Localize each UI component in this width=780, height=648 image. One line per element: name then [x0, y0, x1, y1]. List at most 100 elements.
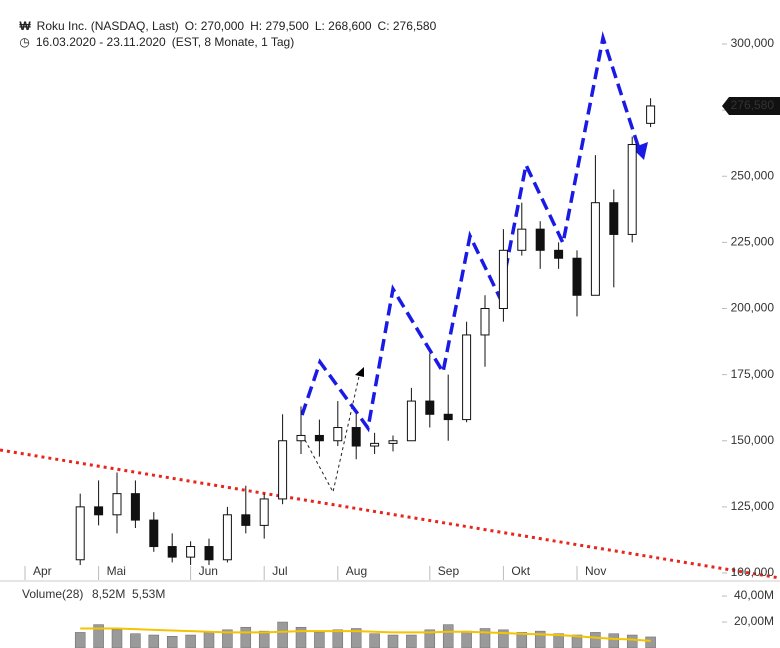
ohlc-high: H: 279,500: [250, 19, 309, 33]
candle-body: [278, 440, 288, 500]
candle-body: [590, 202, 600, 296]
x-tick-label: Jun: [199, 564, 218, 578]
volume-bar: [185, 634, 196, 648]
ohlc-open: O: 270,000: [184, 19, 245, 33]
volume-title: Volume(28): [22, 587, 83, 601]
x-tick-label: Apr: [33, 564, 52, 578]
volume-bar: [424, 629, 436, 648]
y-tick-label: 200,000: [731, 301, 775, 315]
candle-body: [572, 257, 582, 296]
volume-bar: [166, 636, 178, 648]
candle-body: [462, 334, 472, 421]
volume-bar: [590, 632, 601, 648]
volume-bar: [314, 632, 325, 648]
candle-body: [554, 249, 564, 259]
legend-volume: 8,52M: [92, 587, 125, 601]
volume-bar: [461, 630, 472, 648]
y-tick-label: 100,000: [731, 565, 775, 579]
volume-bar: [148, 634, 160, 648]
volume-bar: [406, 634, 417, 648]
symbol-title: Roku Inc. (NASDAQ, Last): [36, 19, 179, 33]
ohlc-close: C: 276,580: [377, 19, 437, 33]
volume-bar: [553, 633, 564, 648]
trend-line: [0, 448, 780, 580]
y-tick-label: 125,000: [731, 499, 775, 513]
candle-body: [406, 400, 416, 442]
zigzag-projection: [300, 31, 642, 433]
y-tick-label: 150,000: [731, 433, 775, 447]
volume-bar: [645, 636, 656, 648]
candle-body: [425, 400, 435, 415]
header-line: ◷ 16.03.2020 - 23.11.2020 (EST, 8 Monate, …: [6, 21, 300, 63]
candle-body: [333, 427, 343, 442]
volume-bar: [277, 621, 288, 648]
candle-body: [241, 514, 251, 526]
candle-body: [498, 249, 508, 310]
candle-body: [627, 144, 637, 235]
volume-average-line: [80, 627, 651, 642]
y-tick-label: 20,00M: [734, 614, 774, 628]
volume-bar: [387, 634, 399, 648]
volume-bar: [111, 629, 123, 648]
volume-bar: [332, 629, 344, 648]
y-tick-label: 300,000: [731, 36, 775, 50]
volume-bar: [74, 632, 86, 648]
volume-bar: [534, 630, 546, 648]
candle-body: [517, 228, 527, 251]
y-tick-label: 40,00M: [734, 588, 774, 602]
candle-body: [480, 308, 490, 336]
sketch-arrow: [355, 367, 364, 377]
date-range: 16.03.2020 - 23.11.2020: [35, 35, 166, 49]
x-tick-label: Okt: [511, 564, 530, 578]
candle-body: [259, 498, 269, 526]
range-info: (EST, 8 Monate, 1 Tag): [171, 35, 295, 49]
candle-body: [130, 493, 140, 521]
candle-body: [388, 440, 398, 444]
x-tick-label: Jul: [272, 564, 287, 578]
y-tick-label: 225,000: [731, 235, 775, 249]
last-price-tag: [722, 96, 780, 115]
x-tick-label: Mai: [107, 564, 126, 578]
candle-body: [186, 546, 196, 558]
volume-bar: [130, 633, 141, 648]
volume-bar: [571, 634, 583, 648]
candle-body: [167, 546, 177, 558]
y-tick-label: 250,000: [731, 168, 775, 182]
x-tick-label: Aug: [346, 564, 367, 578]
volume-bar: [222, 629, 233, 648]
candle-body: [296, 434, 306, 442]
icon: ₩: [19, 19, 31, 33]
candle-body: [75, 506, 85, 561]
volume-bar: [258, 630, 270, 648]
last-price-label: 276,580: [731, 98, 775, 112]
y-tick-label: 175,000: [731, 367, 775, 381]
clock-icon: ◷: [19, 35, 30, 49]
legend-average: 5,53M: [132, 587, 165, 601]
volume-bar: [240, 626, 252, 648]
candle-body: [609, 202, 619, 235]
volume-bar: [369, 633, 380, 648]
candle-body: [646, 105, 656, 124]
candle-body: [535, 228, 545, 251]
volume-bar: [442, 624, 454, 648]
candle-body: [204, 546, 214, 561]
ohlc-low: L: 268,600: [314, 19, 372, 33]
candle-body: [112, 493, 122, 516]
candle-body: [351, 427, 361, 447]
candle-body: [370, 442, 380, 447]
candle-body: [94, 506, 104, 516]
volume-bar: [498, 629, 509, 648]
header-line: ₩ Roku Inc. (NASDAQ, Last) O: 270,000 H: 27…: [6, 5, 442, 47]
x-tick-label: Sep: [438, 564, 460, 578]
candle-body: [222, 514, 232, 561]
volume-bar: [608, 633, 620, 648]
x-tick-label: Nov: [585, 564, 606, 578]
volume-bar: [626, 634, 638, 648]
candle-body: [314, 434, 324, 442]
candle-body: [149, 519, 159, 548]
candle-body: [443, 413, 453, 421]
sketch-line: [304, 371, 361, 494]
volume-bar: [203, 632, 215, 648]
